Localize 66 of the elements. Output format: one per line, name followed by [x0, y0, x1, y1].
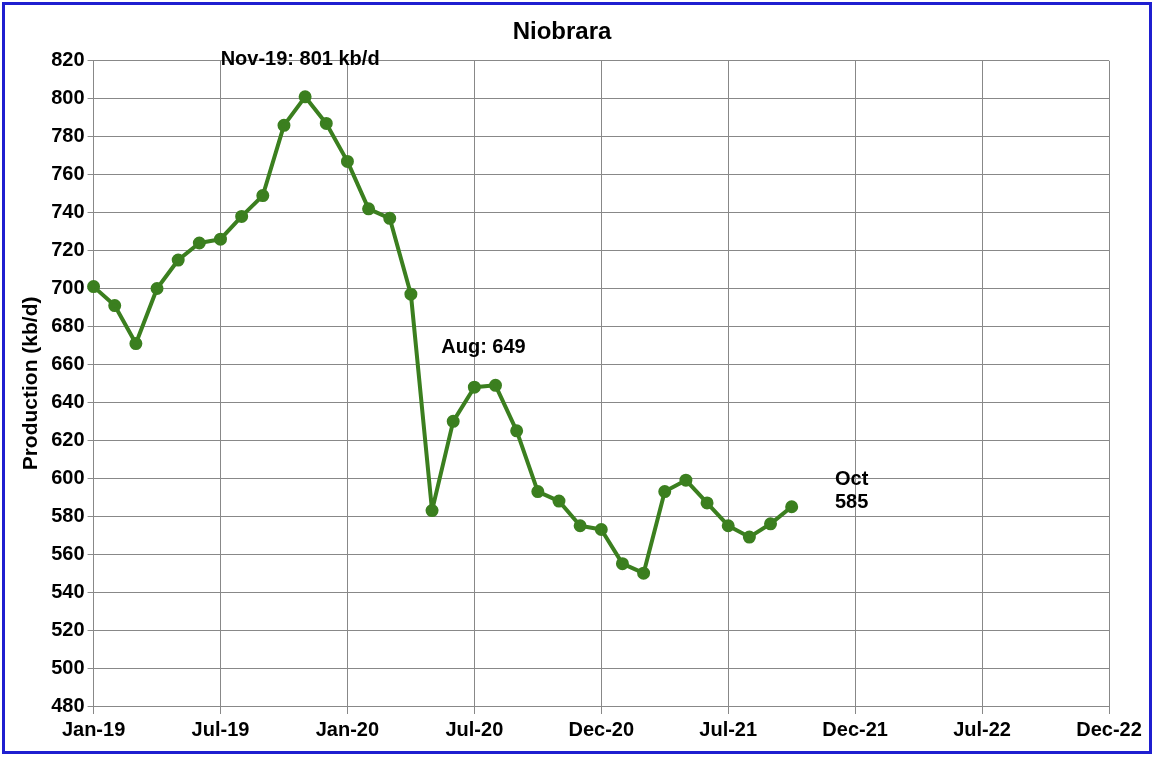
x-tick-label: Jul-22: [953, 717, 1011, 740]
point: [637, 566, 651, 580]
point: [192, 236, 206, 250]
y-tick-label: 820: [51, 48, 85, 71]
point: [171, 253, 185, 267]
chart-title: Niobrara: [512, 17, 612, 45]
y-tick-label: 780: [51, 124, 85, 147]
point: [573, 519, 587, 533]
x-tick-label: Jul-21: [699, 717, 758, 740]
point: [256, 189, 270, 203]
point: [319, 116, 333, 130]
point: [721, 519, 735, 533]
point: [764, 517, 778, 531]
y-tick-label: 620: [51, 427, 85, 450]
point: [404, 287, 418, 301]
point: [129, 337, 143, 351]
point: [150, 282, 164, 296]
point: [277, 118, 291, 132]
y-tick-label: 500: [51, 655, 85, 678]
x-tick-label: Dec-21: [822, 717, 888, 740]
point: [615, 557, 629, 571]
x-tick-label: Jul-19: [191, 717, 250, 740]
point: [489, 378, 503, 392]
y-tick-label: 800: [51, 86, 85, 109]
point: [742, 530, 756, 544]
y-tick-label: 600: [51, 465, 85, 488]
point: [785, 500, 799, 514]
point: [214, 232, 227, 246]
x-tick-label: Jan-20: [315, 717, 380, 740]
point: [594, 523, 608, 537]
y-tick-label: 760: [51, 162, 85, 185]
x-tick-label: Jul-20: [445, 717, 504, 740]
point: [383, 211, 397, 225]
y-tick-label: 520: [51, 617, 85, 640]
y-tick-label: 700: [51, 276, 85, 299]
point: [531, 485, 545, 499]
y-tick-label: 540: [51, 579, 85, 602]
point: [298, 90, 312, 104]
point: [362, 202, 376, 216]
y-tick-label: 720: [51, 238, 85, 261]
point: [510, 424, 524, 438]
y-tick-label: 680: [51, 313, 85, 336]
x-tick-label: Jan-19: [61, 717, 126, 740]
point: [679, 473, 693, 487]
point: [658, 485, 672, 499]
y-tick-label: 560: [51, 541, 85, 564]
point: [446, 414, 460, 428]
point: [340, 154, 354, 168]
annotation: Oct 585: [834, 466, 869, 512]
point: [425, 504, 439, 518]
annotation: Aug: 649: [441, 335, 526, 358]
point: [87, 280, 101, 294]
point: [700, 496, 714, 510]
y-tick-label: 660: [51, 351, 85, 374]
y-tick-label: 480: [51, 693, 85, 716]
y-axis-title: Production (kb/d): [18, 296, 42, 471]
point: [108, 299, 122, 313]
annotation: Nov-19: 801 kb/d: [220, 46, 380, 69]
point: [467, 380, 481, 394]
point: [235, 209, 249, 223]
point: [552, 494, 566, 508]
y-tick-label: 740: [51, 200, 85, 223]
x-tick-label: Dec-22: [1076, 717, 1142, 740]
x-tick-label: Dec-20: [568, 717, 635, 740]
y-tick-label: 640: [51, 389, 85, 412]
y-tick-label: 580: [51, 503, 85, 526]
